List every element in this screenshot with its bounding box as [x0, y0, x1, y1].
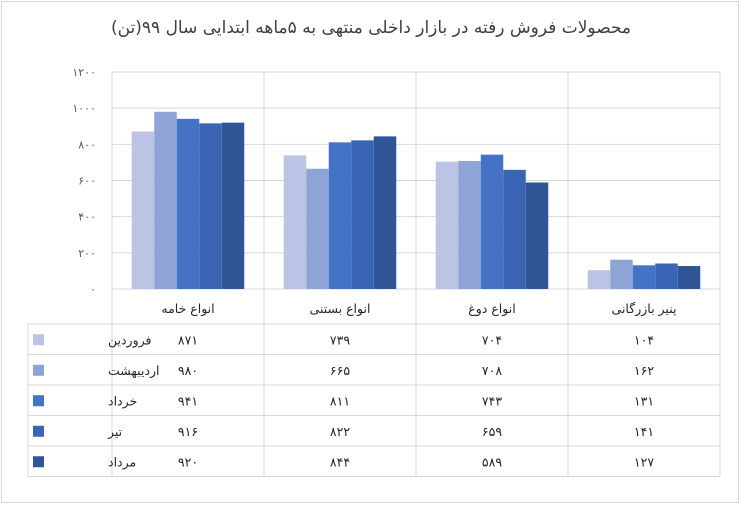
table-cell-value: ۹۱۶	[178, 424, 198, 439]
legend-key	[33, 395, 44, 407]
table-cell-value: ۷۳۹	[330, 332, 350, 347]
table-cell-value: ۸۲۲	[330, 424, 350, 439]
y-tick-label: ۶۰۰	[78, 175, 96, 188]
y-tick-label: ۰	[90, 283, 96, 296]
table-cell-value: ۸۷۱	[178, 332, 198, 347]
y-tick-label: ۱۰۰۰	[72, 102, 96, 115]
table-cell-value: ۹۸۰	[178, 363, 198, 378]
category-label: انواع بستنی	[310, 301, 371, 317]
bar	[328, 142, 352, 289]
y-tick-label: ۲۰۰	[78, 247, 96, 260]
table-cell-value: ۶۵۹	[482, 424, 502, 439]
table-cell-value: ۵۸۹	[482, 454, 502, 469]
table-cell-value: ۶۶۵	[330, 363, 350, 378]
table-cell-value: ۱۴۱	[634, 424, 654, 439]
bar	[435, 161, 459, 289]
table-cell-value: ۱۲۷	[634, 454, 654, 469]
chart-title: محصولات فروش رفته در بازار داخلی منتهی ب…	[110, 18, 632, 38]
table-cell-value: ۷۴۳	[482, 393, 502, 408]
bar	[503, 169, 526, 289]
table-cell-value: ۹۲۰	[178, 454, 198, 469]
table-cell-value: ۱۶۲	[634, 363, 654, 378]
bar	[154, 111, 177, 290]
bar	[587, 270, 611, 289]
table-cell-value: ۹۴۱	[178, 393, 198, 408]
bar	[458, 160, 481, 289]
series-name: فروردین	[108, 332, 152, 348]
table-cell-value: ۷۰۴	[482, 332, 502, 347]
legend-key	[33, 425, 44, 437]
table-cell-value: ۱۰۴	[634, 332, 654, 347]
bar	[176, 118, 200, 289]
legend-key	[33, 334, 44, 346]
category-label: انواع خامه	[161, 301, 214, 317]
bar	[610, 259, 633, 289]
bar	[677, 266, 701, 289]
y-tick-label: ۱۲۰۰	[72, 66, 96, 79]
table-cell-value: ۸۴۴	[330, 454, 350, 469]
category-label: انواع دوغ	[468, 301, 515, 317]
series-name: تیر	[107, 424, 123, 440]
bar	[351, 140, 374, 289]
legend-key	[33, 456, 44, 468]
bar	[480, 154, 504, 289]
category-label: پنیر بازرگانی	[612, 301, 677, 317]
table-cell-value: ۸۱۱	[330, 393, 350, 408]
table-cell-value: ۷۰۸	[482, 363, 502, 378]
series-name: خرداد	[108, 393, 137, 409]
bar	[306, 168, 329, 289]
bar	[655, 263, 678, 289]
bar	[525, 182, 549, 289]
bar	[199, 123, 222, 290]
y-tick-label: ۸۰۰	[78, 138, 96, 151]
bar	[632, 265, 656, 289]
table-cell-value: ۱۳۱	[634, 393, 654, 408]
y-tick-label: ۴۰۰	[78, 211, 96, 224]
series-name: مرداد	[108, 454, 136, 470]
bar	[221, 122, 245, 289]
bar	[283, 155, 307, 289]
bar	[373, 136, 397, 289]
legend-key	[33, 364, 44, 376]
series-name: اردیبهشت	[108, 363, 160, 379]
bar	[131, 131, 155, 289]
